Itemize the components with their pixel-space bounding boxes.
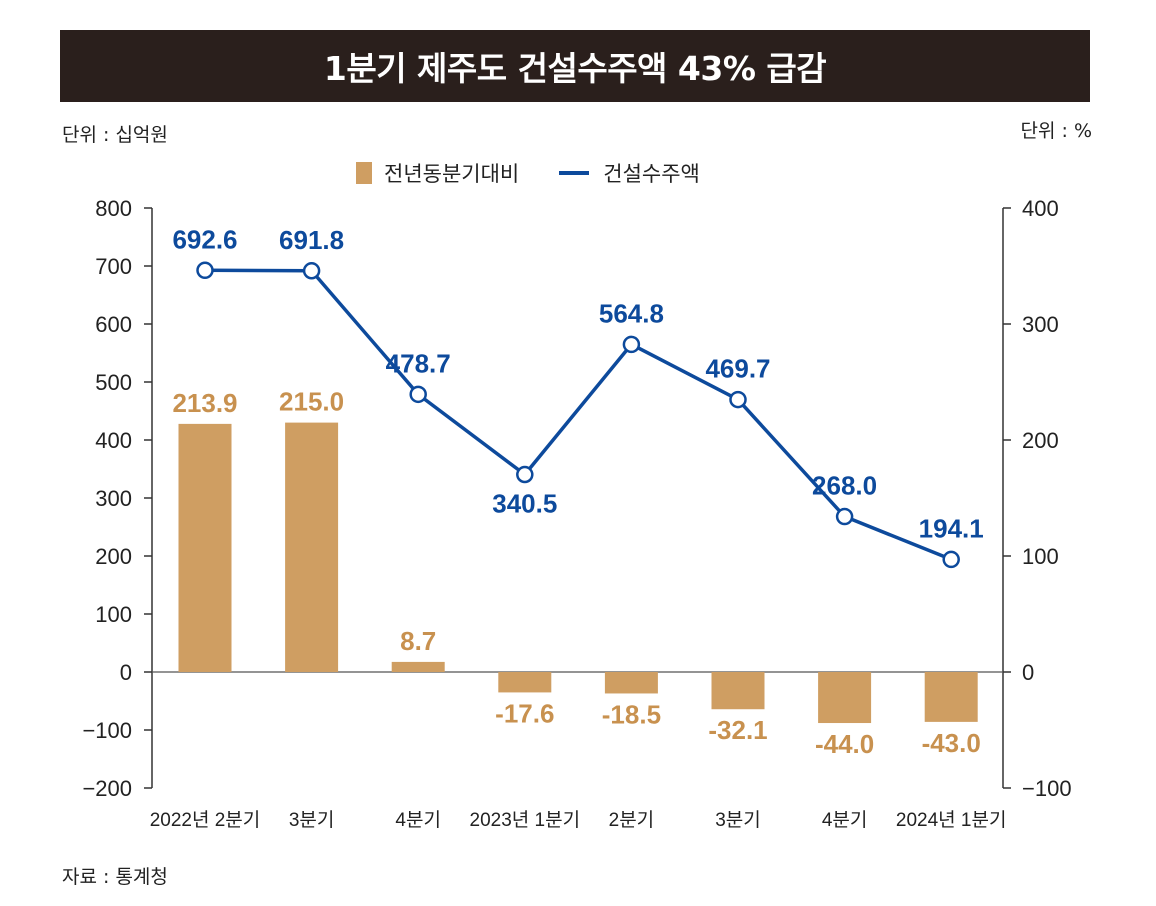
x-category-label: 4분기: [395, 809, 441, 831]
x-category-label: 2024년 1분기: [896, 809, 1007, 831]
bar-data-label: -17.6: [495, 698, 554, 728]
left-tick-label: −200: [82, 776, 132, 801]
line-point-marker: [302, 262, 321, 280]
bar-swatch-icon: [356, 162, 372, 184]
x-category-label: 3분기: [715, 809, 761, 831]
legend-item-line: 건설수주액: [559, 158, 700, 188]
line-data-label: 478.7: [386, 348, 451, 378]
source-note: 자료 : 통계청: [62, 866, 168, 888]
bar-data-label: -32.1: [708, 715, 767, 745]
line-data-label: 194.1: [919, 513, 984, 543]
chart-title: 1분기 제주도 건설수주액 43% 급감: [323, 49, 827, 88]
left-tick-label: −100: [82, 718, 132, 743]
line-data-label: 268.0: [812, 471, 877, 501]
x-category-label: 3분기: [289, 809, 335, 831]
line-point-marker: [516, 465, 534, 484]
left-tick-label: 300: [95, 486, 132, 511]
left-tick-label: 0: [120, 660, 132, 685]
bar-yoy-change: [711, 672, 765, 710]
right-tick-label: −100: [1022, 776, 1072, 801]
line-point-marker: [835, 507, 854, 526]
line-data-label: 564.8: [599, 298, 664, 328]
bar-yoy-change: [924, 672, 978, 722]
line-data-label: 469.7: [705, 354, 770, 384]
left-tick-label: 200: [95, 544, 132, 569]
right-tick-label: 0: [1022, 660, 1034, 685]
right-tick-label: 100: [1022, 544, 1059, 569]
left-unit-label: 단위 : 십억원: [62, 124, 168, 146]
left-tick-label: 400: [95, 428, 132, 453]
left-tick-label: 100: [95, 602, 132, 627]
bar-yoy-change: [498, 672, 552, 693]
line-point-marker: [196, 261, 214, 280]
right-unit-label: 단위 : %: [1020, 120, 1093, 142]
x-category-label: 2분기: [609, 809, 655, 831]
left-tick-label: 800: [95, 196, 132, 221]
right-tick-label: 300: [1022, 312, 1059, 337]
bar-yoy-change: [178, 423, 232, 672]
bar-yoy-change: [604, 672, 658, 694]
bar-yoy-change: [391, 661, 445, 672]
x-category-label: 2023년 1분기: [470, 809, 581, 831]
bar-data-label: -44.0: [815, 729, 874, 759]
legend: 전년동분기대비 건설수주액: [356, 158, 740, 188]
line-point-marker: [729, 390, 747, 409]
legend-bar-label: 전년동분기대비: [384, 162, 520, 186]
bar-data-label: -18.5: [602, 699, 661, 729]
bar-data-label: 8.7: [400, 626, 436, 656]
line-point-marker: [942, 550, 960, 569]
line-point-marker: [622, 335, 641, 354]
line-data-label: 340.5: [492, 489, 557, 519]
left-tick-label: 600: [95, 312, 132, 337]
bar-data-label: 215.0: [279, 387, 344, 417]
left-tick-label: 700: [95, 254, 132, 279]
legend-line-label: 건설수주액: [603, 162, 700, 186]
line-orders-series: [204, 268, 952, 562]
title-bar: 1분기 제주도 건설수주액 43% 급감: [60, 30, 1090, 102]
legend-item-bar: 전년동분기대비: [356, 158, 519, 188]
bar-data-label: 213.9: [172, 388, 237, 418]
bar-yoy-change: [285, 422, 339, 672]
left-tick-label: 500: [95, 370, 132, 395]
line-data-label: 692.6: [172, 224, 237, 254]
line-point-marker: [409, 385, 427, 404]
right-tick-label: 200: [1022, 428, 1059, 453]
line-swatch-icon: [559, 171, 590, 175]
right-tick-label: 400: [1022, 196, 1059, 221]
x-category-label: 2022년 2분기: [150, 809, 261, 831]
bar-data-label: -43.0: [922, 728, 981, 758]
x-category-label: 4분기: [822, 809, 868, 831]
bar-yoy-change: [818, 672, 872, 724]
line-data-label: 691.8: [279, 225, 344, 255]
